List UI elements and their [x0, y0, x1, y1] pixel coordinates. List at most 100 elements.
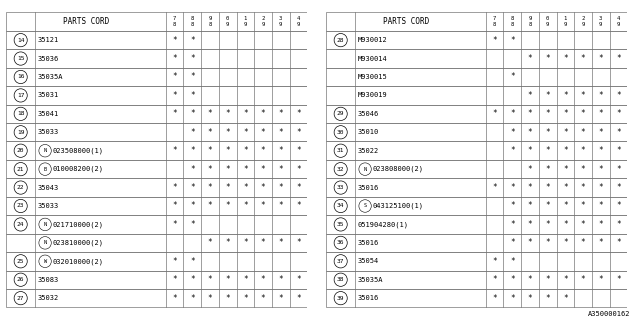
- Text: *: *: [492, 275, 497, 284]
- Text: N: N: [44, 148, 47, 153]
- Text: *: *: [616, 220, 621, 229]
- Text: *: *: [208, 109, 212, 118]
- Text: 24: 24: [17, 222, 24, 227]
- Text: *: *: [492, 183, 497, 192]
- Text: *: *: [616, 146, 621, 155]
- Bar: [6, 105, 307, 123]
- Text: *: *: [510, 146, 515, 155]
- Text: 35016: 35016: [357, 240, 379, 246]
- Text: 4: 4: [617, 16, 620, 21]
- Bar: [6, 123, 307, 141]
- Text: *: *: [616, 238, 621, 247]
- Text: 35031: 35031: [37, 92, 59, 99]
- Text: *: *: [225, 275, 230, 284]
- Text: *: *: [545, 220, 550, 229]
- Bar: [326, 160, 627, 178]
- Text: *: *: [545, 54, 550, 63]
- Text: *: *: [190, 91, 195, 100]
- Text: *: *: [545, 146, 550, 155]
- Text: *: *: [243, 164, 248, 174]
- Text: 16: 16: [17, 75, 24, 79]
- Text: *: *: [545, 294, 550, 303]
- Text: *: *: [510, 73, 515, 82]
- Text: *: *: [563, 54, 568, 63]
- Text: *: *: [616, 128, 621, 137]
- Text: 22: 22: [17, 185, 24, 190]
- Text: *: *: [208, 238, 212, 247]
- Text: 28: 28: [337, 38, 344, 43]
- Text: *: *: [190, 164, 195, 174]
- Text: *: *: [580, 146, 586, 155]
- Text: *: *: [528, 164, 532, 174]
- Text: *: *: [598, 275, 603, 284]
- Text: *: *: [243, 238, 248, 247]
- Text: *: *: [243, 128, 248, 137]
- Text: 17: 17: [17, 93, 24, 98]
- Text: *: *: [563, 202, 568, 211]
- Text: *: *: [278, 183, 283, 192]
- Text: *: *: [190, 109, 195, 118]
- Text: 3: 3: [599, 16, 602, 21]
- Text: 25: 25: [17, 259, 24, 264]
- Bar: [6, 252, 307, 270]
- Text: 8: 8: [511, 22, 514, 27]
- Text: *: *: [278, 294, 283, 303]
- Bar: [6, 289, 307, 307]
- Text: 8: 8: [209, 22, 212, 27]
- Text: 35033: 35033: [37, 203, 59, 209]
- Text: 8: 8: [493, 22, 496, 27]
- Text: *: *: [190, 275, 195, 284]
- Text: 023810000(2): 023810000(2): [52, 240, 104, 246]
- Text: 010008200(2): 010008200(2): [52, 166, 104, 172]
- Text: 34: 34: [337, 204, 344, 209]
- Text: *: *: [528, 294, 532, 303]
- Text: *: *: [278, 238, 283, 247]
- Text: *: *: [172, 54, 177, 63]
- Text: *: *: [190, 294, 195, 303]
- Text: 37: 37: [337, 259, 344, 264]
- Text: *: *: [172, 202, 177, 211]
- Text: 27: 27: [17, 296, 24, 301]
- Text: M930015: M930015: [357, 74, 387, 80]
- Text: M930014: M930014: [357, 56, 387, 61]
- Text: *: *: [598, 128, 603, 137]
- Text: *: *: [510, 36, 515, 44]
- Text: *: *: [598, 183, 603, 192]
- Text: *: *: [208, 164, 212, 174]
- Text: 21: 21: [17, 167, 24, 172]
- Text: *: *: [296, 238, 301, 247]
- Bar: [326, 31, 627, 49]
- Text: *: *: [580, 220, 586, 229]
- Text: *: *: [243, 146, 248, 155]
- Text: *: *: [243, 275, 248, 284]
- Text: *: *: [296, 183, 301, 192]
- Text: *: *: [616, 91, 621, 100]
- Bar: [326, 12, 627, 31]
- Text: 35035A: 35035A: [357, 277, 383, 283]
- Text: *: *: [172, 294, 177, 303]
- Text: *: *: [580, 183, 586, 192]
- Bar: [6, 215, 307, 234]
- Text: *: *: [492, 294, 497, 303]
- Text: *: *: [510, 128, 515, 137]
- Text: *: *: [243, 109, 248, 118]
- Text: 35016: 35016: [357, 185, 379, 191]
- Text: *: *: [260, 164, 266, 174]
- Text: 35083: 35083: [37, 277, 59, 283]
- Text: *: *: [580, 238, 586, 247]
- Text: 35: 35: [337, 222, 344, 227]
- Text: *: *: [528, 238, 532, 247]
- Bar: [326, 215, 627, 234]
- Text: 3: 3: [279, 16, 282, 21]
- Text: 7: 7: [173, 16, 176, 21]
- Text: *: *: [598, 146, 603, 155]
- Text: *: *: [260, 183, 266, 192]
- Text: *: *: [296, 294, 301, 303]
- Text: *: *: [190, 73, 195, 82]
- Text: *: *: [260, 146, 266, 155]
- Text: 18: 18: [17, 111, 24, 116]
- Bar: [326, 49, 627, 68]
- Text: *: *: [260, 275, 266, 284]
- Text: 15: 15: [17, 56, 24, 61]
- Text: *: *: [563, 238, 568, 247]
